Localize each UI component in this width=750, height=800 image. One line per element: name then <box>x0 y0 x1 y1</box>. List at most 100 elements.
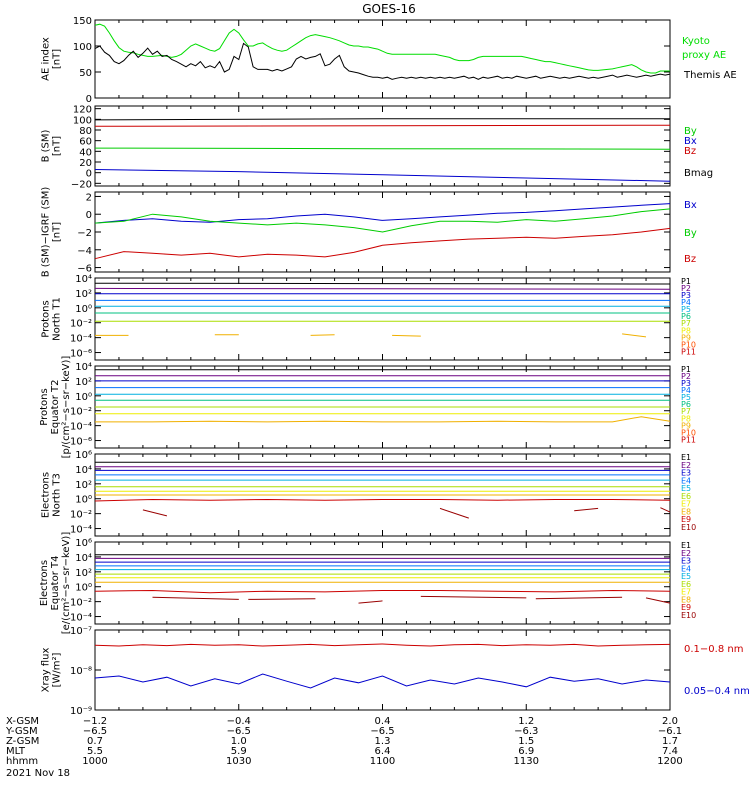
legend-entry: E2 <box>681 461 691 470</box>
footer-value: 1.7 <box>662 736 678 747</box>
legend-entry: proxy AE <box>682 50 726 61</box>
footer-value: 0.4 <box>375 716 391 727</box>
footer-value: 1200 <box>657 756 682 767</box>
y-axis-label: Equator T2 <box>50 380 61 435</box>
series-p9 <box>95 416 671 423</box>
y-axis-label: North T3 <box>52 473 63 517</box>
footer-value: 1000 <box>82 756 107 767</box>
y-axis-label: [nT] <box>52 222 63 242</box>
series-bmag <box>94 118 670 121</box>
panel-1: 0 50 100 150 AE index [nT] Kyoto proxy AE Themis… <box>41 16 737 105</box>
footer-row-label: Y-GSM <box>5 726 38 737</box>
legend-entry: P6 <box>681 400 691 409</box>
y-tick-label: 10⁰ <box>75 304 92 315</box>
series-line <box>95 416 671 423</box>
y-tick-label: 20 <box>79 158 92 169</box>
legend-entry: E6 <box>681 580 691 589</box>
panel-7: 10⁶ 10⁴ 10² 10⁰ 10⁻² 10⁻⁴ Electrons Equator T4[… <box>39 532 696 635</box>
y-tick-label: 10⁻² <box>70 319 92 330</box>
footer-value: 1.2 <box>518 716 534 727</box>
series-line <box>645 597 671 604</box>
y-tick-label: 10⁴ <box>75 465 92 476</box>
legend-entry: P4 <box>681 386 691 395</box>
legend-entry: E5 <box>681 572 691 581</box>
legend-entry: P7 <box>681 407 691 416</box>
legend-entry: P9 <box>681 333 691 342</box>
y-tick-label: 10⁶ <box>75 538 92 549</box>
series-line <box>358 600 383 604</box>
panel-frame <box>94 105 671 187</box>
y-tick-label: −4 <box>77 246 92 257</box>
series-0-1-0-8-nm <box>94 643 671 647</box>
panel-frame <box>94 277 671 361</box>
legend-entry: P2 <box>681 372 691 381</box>
footer-value: 2.0 <box>662 716 678 727</box>
y-tick-label: −2 <box>77 228 92 239</box>
y-tick-label: 10⁻⁶ <box>70 349 92 360</box>
legend-entry: Bmag <box>684 168 713 179</box>
legend-entry: E7 <box>681 588 691 597</box>
footer-value: 1.5 <box>518 736 534 747</box>
legend-entry: P3 <box>681 291 691 300</box>
legend-entry: E5 <box>681 484 691 493</box>
series-bz <box>94 227 671 260</box>
panel-frame <box>94 19 671 99</box>
y-tick-label: 10² <box>75 289 92 300</box>
legend-entry: E9 <box>681 603 691 612</box>
legend-entry: P11 <box>681 435 696 444</box>
y-axis-label: B (SM) <box>41 129 52 162</box>
panel-4: 10⁴ 10² 10⁰ 10⁻² 10⁻⁴ 10⁻⁶ Protons North T1 P1P2… <box>41 274 696 361</box>
y-tick-label: 100 <box>73 115 92 126</box>
legend-entry: P5 <box>681 305 691 314</box>
footer-value: 1130 <box>514 756 539 767</box>
y-tick-label: 10⁴ <box>75 274 92 285</box>
series-line <box>94 208 671 233</box>
y-axis-label: [e/(cm²−s−sr−keV)] <box>61 532 72 635</box>
series-line <box>94 643 671 647</box>
legend-entry: P8 <box>681 414 691 423</box>
series-line <box>420 595 527 599</box>
y-axis-label: B (SM)−IGRF (SM) <box>41 187 52 278</box>
y-tick-label: 10⁻⁴ <box>70 613 92 624</box>
series-line <box>94 203 671 224</box>
legend-entry: E3 <box>681 469 691 478</box>
y-tick-label: 10⁶ <box>75 450 92 461</box>
panel-frame <box>94 629 671 711</box>
series-line <box>439 507 469 519</box>
y-tick-label: 0 <box>86 210 92 221</box>
footer-row-label: X-GSM <box>6 716 39 727</box>
series-line <box>152 596 239 600</box>
legend-entry: P2 <box>681 284 691 293</box>
y-tick-label: −6 <box>77 264 92 275</box>
series-p1 <box>94 282 671 285</box>
series-e9 <box>94 589 671 594</box>
series-line <box>310 334 335 336</box>
y-tick-label: 10² <box>75 377 92 388</box>
series-kyoto-proxy-ae <box>94 23 670 74</box>
legend-entry: Bz <box>684 146 696 157</box>
y-tick-label: 150 <box>73 16 92 27</box>
y-tick-label: 10² <box>75 480 92 491</box>
y-tick-label: 10⁰ <box>75 495 92 506</box>
y-tick-label: 10⁻² <box>70 510 92 521</box>
y-tick-label: 10⁻⁴ <box>70 334 92 345</box>
y-tick-label: 0 <box>86 169 92 180</box>
legend-entry: E8 <box>681 595 691 604</box>
series-line <box>94 124 671 127</box>
series-line <box>574 507 599 512</box>
legend-entry: E9 <box>681 515 691 524</box>
y-tick-label: 50 <box>79 68 92 79</box>
legend-entry: P6 <box>681 312 691 321</box>
series-bx <box>94 169 671 182</box>
series-by <box>94 208 671 233</box>
date-label: 2021 Nov 18 <box>6 768 70 779</box>
panel-8: 10⁻⁷ 10⁻⁸ 10⁻⁹ Xray flux [W/m²] 0.1−0.8 nm 0.0… <box>41 626 750 717</box>
footer-value: 6.4 <box>375 746 391 757</box>
legend-entry: E6 <box>681 492 691 501</box>
footer-value: 1030 <box>226 756 251 767</box>
y-tick-label: −20 <box>71 179 92 190</box>
footer-value: −6.5 <box>370 726 394 737</box>
